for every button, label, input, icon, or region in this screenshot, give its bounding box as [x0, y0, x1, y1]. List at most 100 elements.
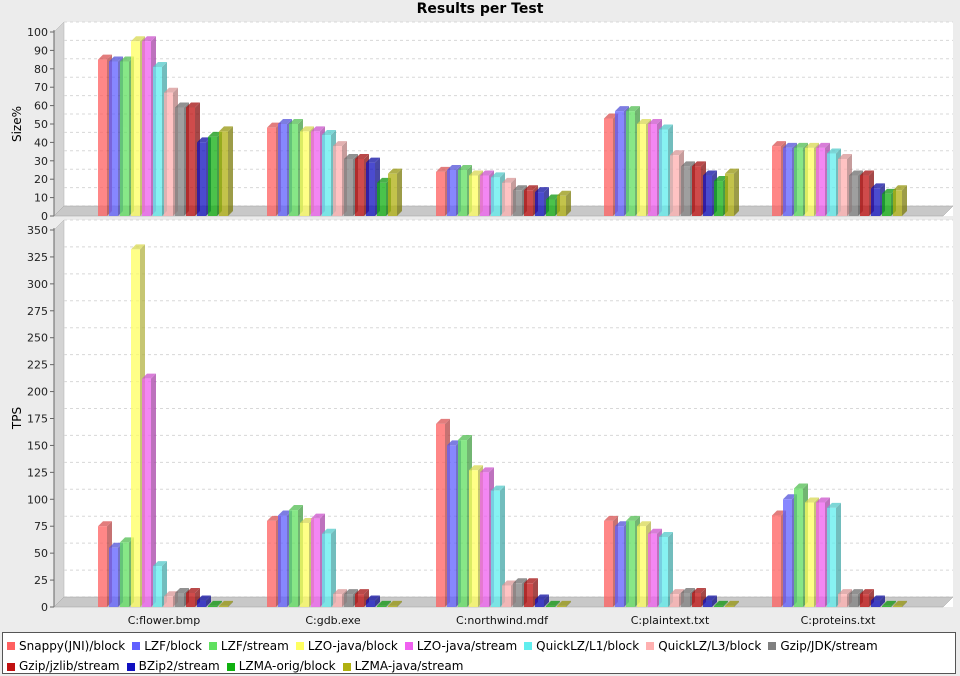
- legend-item: LZO-java/block: [295, 637, 398, 656]
- bar-front: [377, 605, 386, 607]
- bar-front: [615, 111, 624, 216]
- legend-label: BZip2/stream: [138, 659, 220, 673]
- bar-top: [208, 131, 222, 137]
- bar-front: [98, 59, 107, 216]
- bar-front: [469, 470, 478, 607]
- bar-front: [849, 175, 858, 216]
- legend-swatch: [404, 642, 413, 650]
- bar-front: [289, 510, 298, 607]
- bar-top: [659, 531, 673, 537]
- bar-front: [524, 190, 533, 216]
- bar-front: [109, 547, 118, 607]
- bar-top: [714, 176, 728, 182]
- bar-front: [480, 175, 489, 216]
- y-tick-label: 40: [34, 136, 48, 149]
- bar-top: [447, 440, 461, 446]
- bar-top: [388, 168, 402, 174]
- legend-item: LZMA-orig/block: [226, 657, 336, 676]
- bar-front: [186, 592, 195, 607]
- y-tick-label: 325: [27, 251, 48, 264]
- bar-front: [98, 526, 107, 607]
- bar-top: [725, 168, 739, 174]
- bar-top: [805, 497, 819, 503]
- bar-top: [186, 102, 200, 108]
- bar-front: [794, 147, 803, 216]
- bar-front: [546, 199, 555, 216]
- bar-side: [228, 600, 233, 607]
- legend-label: LZF/stream: [220, 638, 289, 653]
- bar-top: [557, 190, 571, 196]
- bar-top: [893, 600, 907, 606]
- bar-front: [659, 129, 668, 216]
- x-tick-label: C:northwind.mdf: [456, 614, 549, 627]
- bar-front: [805, 147, 814, 216]
- bar-top: [469, 465, 483, 471]
- bar-top: [816, 142, 830, 148]
- bar-side: [712, 595, 717, 607]
- bar-top: [849, 170, 863, 176]
- bar-top: [546, 194, 560, 200]
- bar-front: [604, 118, 613, 216]
- bar-top: [322, 130, 336, 136]
- bar-front: [871, 600, 880, 607]
- bar-front: [131, 41, 140, 217]
- bar-front: [153, 66, 162, 217]
- bar-front: [692, 166, 701, 216]
- bar: [703, 595, 717, 607]
- bar-top: [871, 183, 885, 189]
- bar-top: [783, 494, 797, 500]
- bar-top: [882, 600, 896, 606]
- bar-front: [703, 600, 712, 607]
- legend-label: QuickLZ/L3/block: [658, 638, 762, 653]
- bar: [714, 600, 728, 607]
- bar-top: [153, 561, 167, 567]
- bar-side: [500, 485, 505, 607]
- bar-side: [228, 126, 233, 216]
- bar-front: [131, 249, 140, 608]
- bar-front: [860, 175, 869, 216]
- bar-front: [109, 61, 118, 216]
- bar-top: [626, 515, 640, 521]
- bar-top: [557, 600, 571, 606]
- bar-front: [838, 594, 847, 607]
- y-tick-label: 20: [34, 173, 48, 186]
- bar-top: [131, 244, 145, 250]
- bar-front: [513, 190, 522, 216]
- y-tick-label: 200: [27, 386, 48, 399]
- bar-front: [648, 533, 657, 607]
- x-tick-label: C:gdb.exe: [305, 614, 361, 627]
- bar-front: [436, 171, 445, 216]
- bar-top: [98, 54, 112, 60]
- y-tick-label: 100: [27, 26, 48, 39]
- bar-side: [375, 595, 380, 607]
- bar: [388, 168, 402, 216]
- bar-top: [289, 505, 303, 511]
- y-tick-label: 350: [27, 224, 48, 237]
- bar-top: [344, 589, 358, 595]
- bar-top: [772, 510, 786, 516]
- x-tick-label: C:proteins.txt: [801, 614, 877, 627]
- chart-area: 0 10 20 30 40 50 60 70 80 90 100 Size% 0 25 50 75 100 125…: [10, 21, 954, 627]
- legend-item: QuickLZ/L1/block: [524, 637, 639, 656]
- bar-front: [175, 592, 184, 607]
- bar-top: [366, 595, 380, 601]
- bar-top: [197, 137, 211, 143]
- bar-top: [377, 177, 391, 183]
- bar: [893, 185, 907, 216]
- bar-side: [902, 185, 907, 216]
- chart-legend: Snappy(JNI)/block LZF/block LZF/stream LZO-…: [2, 632, 956, 674]
- bar-top: [681, 587, 695, 593]
- bar-front: [626, 520, 635, 607]
- bar-top: [513, 185, 527, 191]
- bar-top: [267, 515, 281, 521]
- legend-label: LZF/block: [144, 638, 202, 653]
- bar-front: [827, 507, 836, 607]
- bar-top: [783, 142, 797, 148]
- bar-top: [626, 106, 640, 112]
- bar-top: [637, 521, 651, 527]
- bar-front: [458, 440, 467, 607]
- bar-front: [637, 526, 646, 607]
- bar-side: [734, 168, 739, 216]
- bar-top: [289, 119, 303, 124]
- bar-front: [725, 173, 734, 216]
